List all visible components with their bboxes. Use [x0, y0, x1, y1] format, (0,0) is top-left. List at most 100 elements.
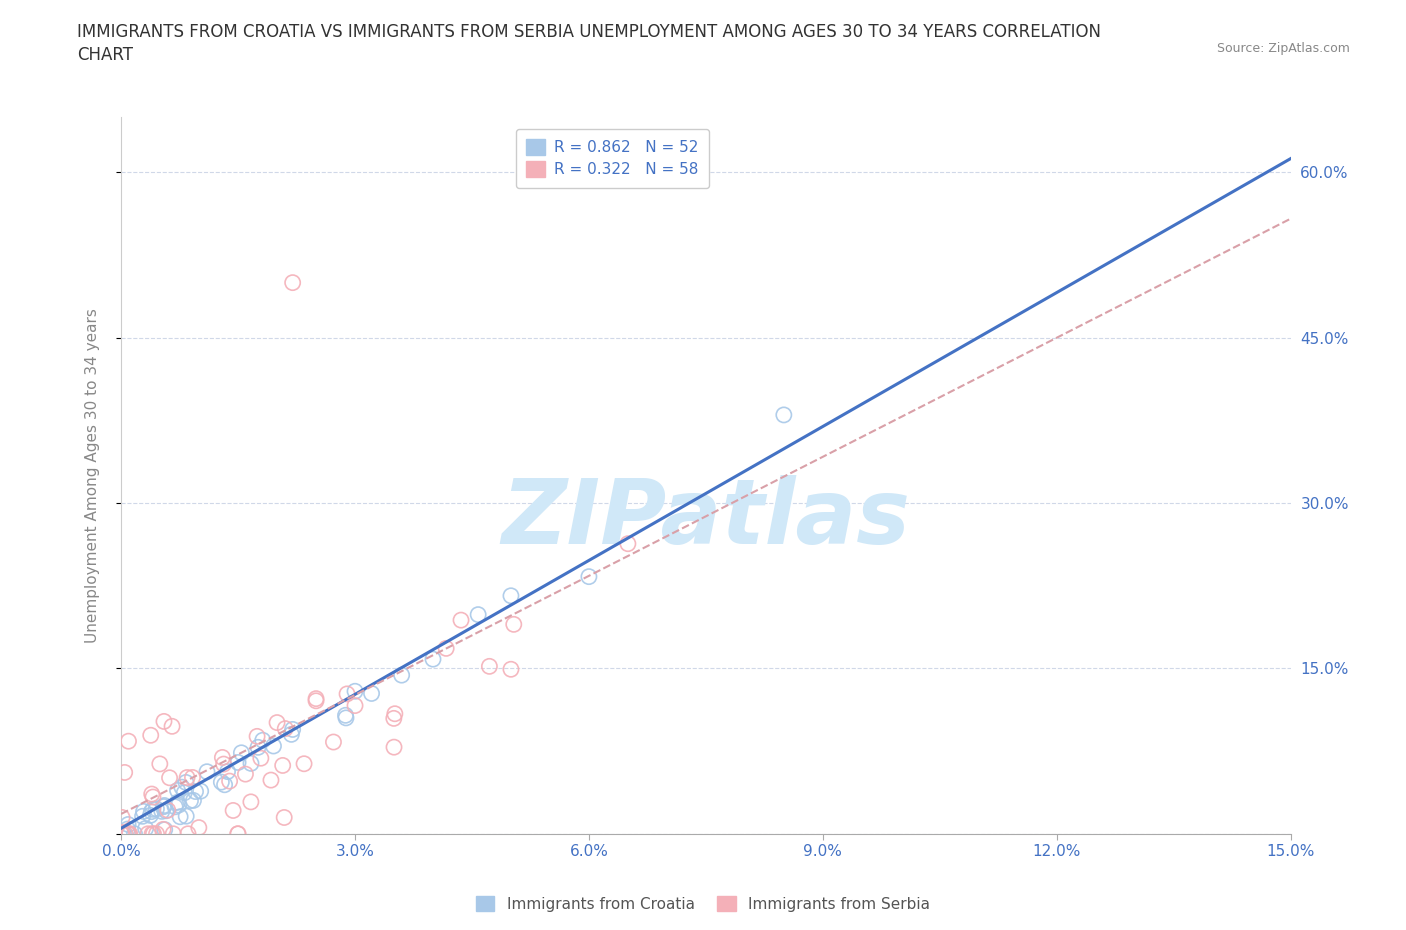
- Point: [124, 827, 146, 842]
- Point: [174, 775, 197, 790]
- Point: [187, 820, 209, 835]
- Legend: Immigrants from Croatia, Immigrants from Serbia: Immigrants from Croatia, Immigrants from…: [470, 889, 936, 918]
- Point: [141, 804, 163, 819]
- Point: [145, 827, 167, 842]
- Point: [159, 770, 181, 785]
- Point: [169, 809, 191, 824]
- Point: [235, 766, 257, 781]
- Point: [190, 784, 212, 799]
- Point: [211, 750, 233, 764]
- Point: [135, 821, 157, 836]
- Point: [195, 764, 218, 779]
- Point: [467, 607, 489, 622]
- Text: ZIPatlas: ZIPatlas: [502, 474, 910, 563]
- Point: [156, 803, 179, 817]
- Point: [183, 793, 205, 808]
- Point: [226, 827, 249, 842]
- Point: [176, 770, 198, 785]
- Point: [305, 691, 328, 706]
- Point: [145, 802, 167, 817]
- Point: [305, 694, 328, 709]
- Point: [382, 711, 405, 725]
- Point: [142, 802, 165, 817]
- Point: [335, 711, 357, 725]
- Point: [246, 729, 269, 744]
- Point: [263, 738, 285, 753]
- Point: [166, 783, 188, 798]
- Point: [141, 827, 163, 842]
- Point: [226, 827, 249, 842]
- Point: [281, 722, 304, 737]
- Point: [222, 803, 245, 817]
- Point: [153, 822, 176, 837]
- Point: [165, 799, 187, 814]
- Point: [142, 790, 165, 804]
- Point: [212, 757, 235, 772]
- Point: [181, 770, 204, 785]
- Point: [111, 810, 134, 825]
- Point: [162, 827, 184, 842]
- Point: [391, 668, 413, 683]
- Point: [226, 755, 249, 770]
- Point: [250, 751, 273, 765]
- Point: [281, 275, 304, 290]
- Point: [166, 795, 188, 810]
- Point: [117, 817, 139, 832]
- Point: [118, 827, 141, 842]
- Point: [344, 698, 367, 713]
- Point: [499, 662, 522, 677]
- Point: [177, 827, 200, 842]
- Point: [149, 756, 172, 771]
- Point: [322, 735, 344, 750]
- Point: [260, 773, 283, 788]
- Point: [153, 714, 176, 729]
- Point: [499, 589, 522, 604]
- Point: [502, 617, 524, 631]
- Point: [155, 804, 177, 818]
- Point: [132, 804, 155, 819]
- Text: IMMIGRANTS FROM CROATIA VS IMMIGRANTS FROM SERBIA UNEMPLOYMENT AMONG AGES 30 TO : IMMIGRANTS FROM CROATIA VS IMMIGRANTS FR…: [77, 23, 1101, 41]
- Point: [114, 765, 136, 780]
- Point: [184, 784, 207, 799]
- Text: CHART: CHART: [77, 46, 134, 64]
- Point: [218, 774, 240, 789]
- Point: [139, 808, 162, 823]
- Point: [142, 827, 165, 842]
- Point: [382, 739, 405, 754]
- Point: [111, 827, 134, 842]
- Point: [240, 756, 263, 771]
- Point: [617, 537, 640, 551]
- Point: [252, 733, 274, 748]
- Point: [112, 827, 135, 842]
- Point: [110, 827, 132, 842]
- Point: [179, 793, 201, 808]
- Point: [478, 658, 501, 673]
- Point: [139, 728, 162, 743]
- Point: [239, 794, 262, 809]
- Point: [266, 715, 288, 730]
- Point: [344, 684, 367, 698]
- Text: Source: ZipAtlas.com: Source: ZipAtlas.com: [1216, 42, 1350, 55]
- Point: [360, 686, 382, 701]
- Point: [173, 785, 195, 800]
- Point: [117, 827, 139, 842]
- Point: [209, 775, 232, 790]
- Point: [153, 798, 176, 813]
- Point: [150, 804, 173, 818]
- Point: [247, 740, 270, 755]
- Point: [170, 779, 193, 794]
- Point: [152, 822, 174, 837]
- Point: [273, 810, 295, 825]
- Point: [335, 708, 357, 723]
- Point: [231, 745, 253, 760]
- Point: [117, 734, 139, 749]
- Y-axis label: Unemployment Among Ages 30 to 34 years: Unemployment Among Ages 30 to 34 years: [86, 308, 100, 643]
- Point: [117, 821, 139, 836]
- Point: [131, 809, 153, 824]
- Point: [772, 407, 794, 422]
- Point: [160, 719, 183, 734]
- Point: [214, 777, 236, 792]
- Point: [274, 721, 297, 736]
- Point: [141, 787, 163, 802]
- Legend: R = 0.862   N = 52, R = 0.322   N = 58: R = 0.862 N = 52, R = 0.322 N = 58: [516, 128, 709, 188]
